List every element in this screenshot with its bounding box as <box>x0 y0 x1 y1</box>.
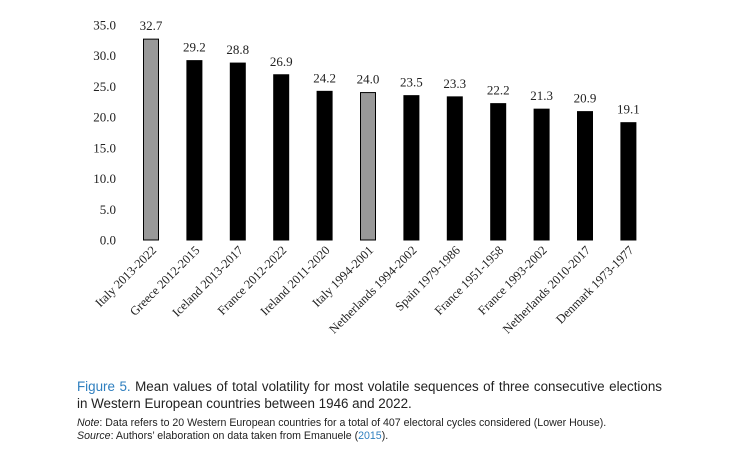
note-line: Note: Data refers to 20 Western European… <box>77 417 677 430</box>
y-tick-label: 15.0 <box>93 140 116 155</box>
bar <box>403 95 420 241</box>
bar <box>186 60 203 241</box>
figure-notes: Note: Data refers to 20 Western European… <box>77 417 677 443</box>
bar-highlighted <box>143 38 159 241</box>
figure-label: Figure 5. <box>77 379 131 394</box>
bar-value-label: 23.5 <box>400 75 423 90</box>
category-label: Denmark 1973-1977 <box>553 243 636 326</box>
bar <box>273 74 290 241</box>
bar-highlighted <box>360 92 376 241</box>
source-reference-link[interactable]: 2015 <box>358 430 382 442</box>
source-text: : Authors’ elaboration on data taken fro… <box>110 430 359 442</box>
bar <box>316 90 333 241</box>
y-tick-label: 30.0 <box>93 48 116 63</box>
bar-value-label: 22.2 <box>487 83 510 98</box>
caption-text: Mean values of total volatility for most… <box>77 379 662 411</box>
bar-value-label: 24.0 <box>357 72 380 87</box>
bar-chart: 0.0 5.0 10.0 15.0 20.0 25.0 30.0 35.0 32.7 29.2 2… <box>93 18 640 337</box>
bar <box>229 62 246 241</box>
y-tick-label: 10.0 <box>93 171 116 186</box>
bar-value-label: 24.2 <box>313 70 336 85</box>
y-tick-label: 25.0 <box>93 79 116 94</box>
bar-value-label: 19.1 <box>617 102 640 117</box>
bar <box>577 111 593 241</box>
bar <box>446 96 463 241</box>
y-tick-label: 20.0 <box>93 110 116 125</box>
bar-value-label: 28.8 <box>226 42 249 57</box>
bar-value-label: 20.9 <box>574 91 597 106</box>
bar-value-label: 23.3 <box>443 76 466 91</box>
data-labels: 32.7 29.2 28.8 26.9 24.2 24.0 23.5 23.3 22.2 21.3… <box>140 18 640 117</box>
bar <box>533 108 550 241</box>
source-end: ). <box>381 430 389 442</box>
y-axis-ticks: 0.0 5.0 10.0 15.0 20.0 25.0 30.0 35.0 <box>93 18 116 248</box>
bars <box>143 38 637 241</box>
source-line: Source: Authors’ elaboration on data tak… <box>77 430 677 443</box>
note-label: Note <box>77 417 100 429</box>
bar <box>490 103 507 241</box>
source-label: Source <box>77 430 111 442</box>
y-tick-label: 35.0 <box>93 18 116 33</box>
bar-value-label: 29.2 <box>183 40 206 55</box>
bar-value-label: 26.9 <box>270 54 293 69</box>
bar <box>620 122 637 241</box>
y-tick-label: 0.0 <box>100 233 116 248</box>
bar-value-label: 21.3 <box>530 88 553 103</box>
y-tick-label: 5.0 <box>100 202 116 217</box>
note-text: : Data refers to 20 Western European cou… <box>99 417 607 429</box>
bar-value-label: 32.7 <box>140 18 163 33</box>
figure-caption: Figure 5. Mean values of total volatilit… <box>77 378 662 412</box>
